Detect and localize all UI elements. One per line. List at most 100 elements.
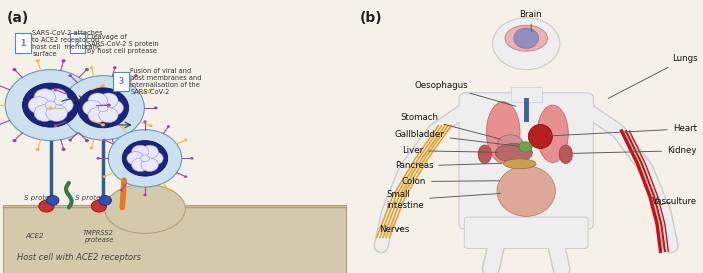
- Circle shape: [68, 139, 72, 141]
- Circle shape: [134, 139, 138, 141]
- Circle shape: [34, 105, 56, 121]
- Circle shape: [62, 76, 144, 140]
- Text: Fusion of viral and
host membranes and
internalisation of the
SARS-CoV-2: Fusion of viral and host membranes and i…: [130, 69, 202, 95]
- Circle shape: [68, 74, 72, 77]
- Circle shape: [103, 139, 106, 141]
- Circle shape: [103, 175, 106, 178]
- Ellipse shape: [105, 184, 186, 233]
- Ellipse shape: [478, 145, 491, 164]
- Ellipse shape: [514, 28, 538, 49]
- FancyBboxPatch shape: [459, 93, 593, 229]
- Circle shape: [39, 200, 54, 212]
- Circle shape: [91, 200, 107, 212]
- FancyBboxPatch shape: [113, 72, 129, 91]
- Circle shape: [77, 88, 129, 128]
- Circle shape: [191, 157, 193, 160]
- Circle shape: [13, 139, 16, 142]
- Circle shape: [101, 123, 105, 126]
- Circle shape: [99, 195, 112, 205]
- Ellipse shape: [486, 102, 520, 163]
- Circle shape: [62, 59, 65, 63]
- Circle shape: [46, 105, 67, 121]
- Circle shape: [134, 74, 138, 77]
- Text: Lungs: Lungs: [608, 54, 697, 98]
- Circle shape: [98, 104, 108, 112]
- Circle shape: [113, 66, 117, 69]
- Text: Small
intestine: Small intestine: [387, 190, 501, 210]
- Text: Oesophagus: Oesophagus: [415, 81, 516, 106]
- Circle shape: [85, 139, 89, 142]
- Circle shape: [113, 147, 117, 150]
- Circle shape: [5, 70, 96, 141]
- Circle shape: [96, 157, 100, 160]
- Text: Pancreas: Pancreas: [394, 162, 501, 170]
- Circle shape: [53, 124, 58, 127]
- Circle shape: [98, 93, 118, 108]
- Text: Stomach: Stomach: [401, 114, 501, 139]
- Circle shape: [519, 142, 532, 152]
- Circle shape: [36, 148, 40, 151]
- Circle shape: [13, 68, 16, 71]
- Circle shape: [52, 97, 73, 114]
- Text: Host cell with ACE2 receptors: Host cell with ACE2 receptors: [18, 253, 141, 262]
- Ellipse shape: [529, 124, 553, 149]
- Circle shape: [89, 66, 93, 69]
- Circle shape: [101, 84, 105, 87]
- Circle shape: [131, 145, 149, 159]
- Circle shape: [127, 152, 144, 165]
- Ellipse shape: [495, 144, 532, 162]
- Text: S protein: S protein: [75, 195, 107, 201]
- Text: ACE2: ACE2: [25, 233, 44, 239]
- Circle shape: [143, 120, 147, 123]
- Circle shape: [88, 93, 108, 108]
- Circle shape: [46, 89, 67, 105]
- Text: Colon: Colon: [401, 177, 499, 186]
- Text: Cleavage of
SARS-CoV-2 S protein
by host cell protease: Cleavage of SARS-CoV-2 S protein by host…: [86, 34, 158, 54]
- Circle shape: [45, 101, 56, 109]
- Circle shape: [149, 124, 153, 127]
- Circle shape: [107, 103, 111, 107]
- FancyBboxPatch shape: [510, 87, 542, 102]
- Text: Heart: Heart: [551, 124, 697, 136]
- Circle shape: [85, 68, 89, 71]
- Circle shape: [49, 106, 52, 109]
- FancyBboxPatch shape: [70, 33, 85, 53]
- Circle shape: [108, 130, 181, 187]
- Circle shape: [104, 100, 124, 115]
- Circle shape: [122, 141, 168, 176]
- Circle shape: [28, 97, 49, 114]
- Circle shape: [53, 88, 58, 91]
- Ellipse shape: [559, 145, 572, 164]
- Circle shape: [120, 189, 123, 191]
- FancyBboxPatch shape: [464, 217, 588, 248]
- Text: Vasculture: Vasculture: [652, 197, 697, 206]
- Circle shape: [36, 59, 40, 63]
- Circle shape: [141, 145, 158, 159]
- Circle shape: [83, 100, 102, 115]
- Circle shape: [131, 158, 149, 171]
- Circle shape: [88, 108, 108, 123]
- Circle shape: [34, 89, 56, 105]
- Circle shape: [120, 125, 123, 128]
- Circle shape: [141, 155, 149, 162]
- Circle shape: [46, 195, 59, 205]
- FancyBboxPatch shape: [15, 33, 31, 53]
- Circle shape: [141, 158, 158, 171]
- Circle shape: [22, 83, 79, 127]
- Text: (a): (a): [7, 11, 30, 25]
- Circle shape: [146, 152, 163, 165]
- Ellipse shape: [505, 25, 548, 51]
- Text: 2: 2: [75, 39, 80, 48]
- Circle shape: [62, 148, 65, 151]
- Text: Brain: Brain: [520, 10, 542, 31]
- Text: 3: 3: [118, 78, 124, 86]
- Text: 1: 1: [20, 39, 26, 48]
- Text: (b): (b): [360, 11, 382, 25]
- Circle shape: [89, 147, 93, 150]
- Circle shape: [493, 18, 560, 70]
- Text: Nerves: Nerves: [380, 225, 410, 234]
- Ellipse shape: [498, 135, 523, 152]
- Text: S protein: S protein: [24, 195, 56, 201]
- Text: SARS-CoV-2 attaches
to ACE2 receptor on
host cell  membrane
surface: SARS-CoV-2 attaches to ACE2 receptor on …: [32, 30, 103, 57]
- Ellipse shape: [497, 166, 555, 216]
